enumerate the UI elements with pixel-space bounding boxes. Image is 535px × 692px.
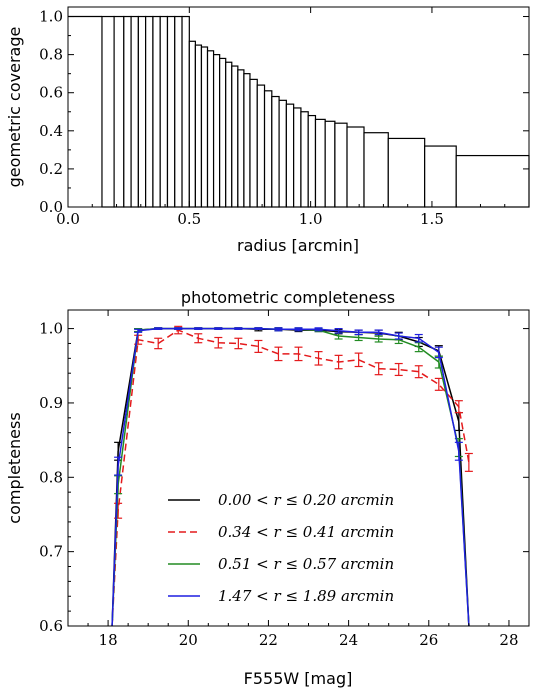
coverage-bar: [363, 132, 389, 208]
bottom-x-tick-label: 22: [259, 631, 278, 649]
top-y-tick-label: 0.4: [39, 122, 63, 140]
top-ticks: 0.0 0.5 1.0 1.5 0.0 0.2 0.4 0.6 0.8 1.0: [39, 7, 529, 228]
coverage-bar: [181, 15, 190, 208]
coverage-bar: [225, 61, 233, 208]
bottom-y-tick-label: 0.8: [39, 468, 63, 486]
coverage-bar: [166, 15, 176, 208]
coverage-bar: [293, 107, 302, 208]
series-line: [111, 329, 470, 626]
bottom-y-tick-label: 0.7: [39, 543, 63, 561]
bottom-y-tick-label: 0.6: [39, 617, 63, 635]
legend: 0.00 < r ≤ 0.20 arcmin 0.34 < r ≤ 0.41 ar…: [168, 491, 394, 605]
coverage-bar: [219, 57, 227, 208]
coverage-bar: [113, 15, 125, 208]
bottom-x-tick-label: 28: [499, 631, 518, 649]
coverage-bar: [249, 78, 258, 208]
legend-entry-label: 0.00 < r ≤ 0.20 arcmin: [218, 491, 394, 509]
coverage-bars: [68, 15, 530, 208]
coverage-bar: [243, 73, 251, 208]
top-y-axis-label: geometric coverage: [5, 27, 24, 188]
bottom-x-tick-label: 24: [339, 631, 358, 649]
coverage-bar: [278, 99, 287, 208]
coverage-bar: [231, 65, 239, 208]
coverage-bar: [256, 84, 266, 208]
coverage-bar: [123, 15, 132, 208]
top-y-tick-label: 0.2: [39, 160, 63, 178]
coverage-bar: [424, 145, 457, 208]
top-x-tick-label: 1.5: [420, 210, 444, 228]
coverage-bar: [324, 120, 336, 208]
bottom-chart-title: photometric completeness: [181, 288, 395, 307]
coverage-bar: [300, 111, 309, 208]
coverage-bar: [271, 95, 280, 208]
coverage-bar: [263, 90, 273, 208]
top-x-tick-label: 1.0: [299, 210, 323, 228]
coverage-bar: [194, 44, 203, 208]
coverage-bar: [285, 103, 295, 208]
coverage-bar: [101, 15, 115, 208]
coverage-bar: [159, 15, 169, 208]
top-y-tick-label: 0.6: [39, 84, 63, 102]
top-axes-frame: [67, 6, 530, 208]
series-line: [111, 327, 470, 626]
top-y-tick-label: 1.0: [39, 8, 63, 26]
bottom-x-tick-label: 18: [99, 631, 118, 649]
completeness-panel: photometric completeness 18 20 22 24 26 28 0.6…: [5, 288, 530, 688]
bottom-y-tick-label: 1.0: [39, 320, 63, 338]
coverage-bar: [130, 15, 139, 208]
series-line: [111, 327, 470, 626]
coverage-bar: [206, 50, 215, 208]
bottom-y-tick-label: 0.9: [39, 394, 63, 412]
coverage-bar: [334, 122, 348, 208]
series-line: [111, 327, 470, 626]
coverage-bar: [237, 69, 245, 208]
coverage-bar: [137, 15, 147, 208]
bottom-x-axis-label: F555W [mag]: [244, 669, 353, 688]
bottom-x-tick-label: 26: [419, 631, 438, 649]
coverage-bar: [387, 137, 426, 208]
bottom-x-tick-label: 20: [179, 631, 198, 649]
bottom-axes-frame: [67, 309, 530, 627]
coverage-bar: [152, 15, 161, 208]
coverage-bar: [188, 40, 196, 208]
coverage-bar: [145, 15, 154, 208]
completeness-series: [111, 325, 473, 626]
legend-entry-label: 1.47 < r ≤ 1.89 arcmin: [218, 587, 394, 605]
bottom-ticks: 18 20 22 24 26 28 0.6 0.7 0.8 0.9 1.0: [39, 310, 529, 649]
coverage-bar: [346, 126, 365, 208]
top-x-axis-label: radius [arcmin]: [237, 236, 359, 255]
coverage-bar: [307, 114, 317, 208]
coverage-bar: [314, 118, 326, 208]
top-y-tick-label: 0.8: [39, 46, 63, 64]
top-x-tick-label: 0.0: [56, 210, 80, 228]
coverage-bar: [212, 54, 221, 208]
legend-entry-label: 0.51 < r ≤ 0.57 arcmin: [218, 555, 394, 573]
legend-entry-label: 0.34 < r ≤ 0.41 arcmin: [218, 523, 394, 541]
coverage-bar: [455, 154, 530, 208]
coverage-bar: [200, 46, 209, 208]
bottom-y-axis-label: completeness: [5, 412, 24, 523]
top-y-tick-label: 0.0: [39, 198, 63, 216]
coverage-histogram-panel: 0.0 0.5 1.0 1.5 0.0 0.2 0.4 0.6 0.8 1.0 radius [a…: [5, 6, 530, 255]
top-x-tick-label: 0.5: [177, 210, 201, 228]
coverage-bar: [174, 15, 183, 208]
